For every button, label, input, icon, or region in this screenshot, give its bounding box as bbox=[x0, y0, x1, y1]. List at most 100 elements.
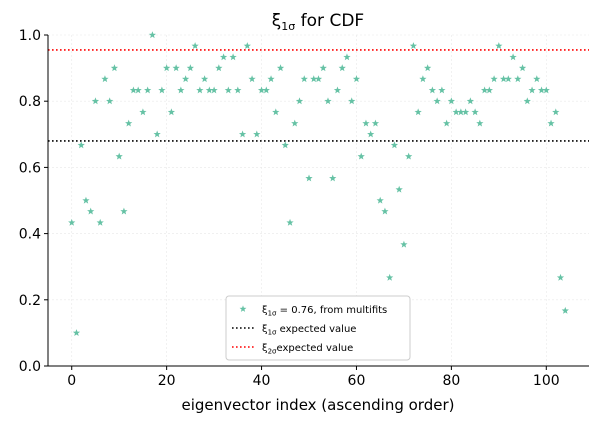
data-point bbox=[172, 64, 180, 72]
legend-label: ξ1σ expected value bbox=[262, 324, 356, 337]
data-point bbox=[480, 86, 489, 94]
data-point bbox=[514, 75, 522, 83]
data-point bbox=[281, 141, 289, 149]
data-point bbox=[419, 75, 427, 83]
reference-lines bbox=[48, 49, 589, 142]
data-point bbox=[163, 64, 171, 72]
y-tick-label: 0.0 bbox=[19, 359, 41, 375]
data-point bbox=[200, 75, 209, 83]
data-point bbox=[129, 86, 138, 94]
data-point bbox=[556, 273, 565, 281]
data-point bbox=[272, 108, 280, 116]
data-point bbox=[106, 97, 114, 105]
data-point bbox=[343, 53, 351, 61]
legend-label: ξ1σ = 0.76, from multifits bbox=[262, 305, 387, 318]
data-point bbox=[101, 75, 109, 83]
data-point bbox=[466, 97, 474, 105]
y-ticks: 0.0 0.2 0.4 0.6 0.8 1.0 bbox=[19, 28, 48, 375]
data-point bbox=[68, 218, 76, 226]
data-point bbox=[367, 130, 375, 138]
data-point bbox=[405, 152, 413, 160]
data-point bbox=[400, 240, 408, 248]
data-point bbox=[376, 196, 384, 204]
data-point bbox=[457, 108, 465, 116]
data-point bbox=[182, 75, 190, 83]
data-point bbox=[319, 64, 327, 72]
data-point bbox=[267, 75, 275, 83]
data-point bbox=[134, 86, 142, 94]
data-point bbox=[452, 108, 460, 116]
data-point bbox=[495, 42, 503, 49]
data-point bbox=[224, 86, 232, 94]
data-point bbox=[215, 64, 223, 72]
data-point bbox=[533, 75, 541, 83]
data-point bbox=[324, 97, 332, 105]
data-point bbox=[82, 196, 90, 204]
data-point bbox=[144, 86, 152, 94]
data-point bbox=[120, 207, 128, 215]
data-point bbox=[234, 86, 242, 94]
x-tick-label: 80 bbox=[442, 373, 460, 389]
chart-title: ξ1σ for CDF bbox=[272, 11, 364, 33]
data-point bbox=[433, 97, 441, 105]
data-point bbox=[438, 86, 446, 94]
x-tick-label: 40 bbox=[253, 373, 271, 389]
data-point bbox=[229, 53, 237, 61]
legend-label: ξ2σexpected value bbox=[262, 343, 353, 356]
data-point bbox=[528, 86, 536, 94]
data-point bbox=[248, 75, 256, 83]
data-point bbox=[485, 86, 493, 94]
data-point bbox=[542, 86, 550, 94]
data-point bbox=[243, 42, 251, 49]
data-points bbox=[68, 31, 569, 336]
y-tick-label: 0.6 bbox=[19, 160, 41, 176]
data-point bbox=[381, 207, 389, 215]
data-point bbox=[476, 119, 484, 127]
data-point bbox=[167, 108, 175, 116]
y-tick-label: 1.0 bbox=[19, 28, 41, 44]
data-point bbox=[115, 152, 123, 160]
data-point bbox=[262, 86, 270, 94]
data-point bbox=[295, 97, 304, 105]
data-point bbox=[523, 97, 531, 105]
x-tick-label: 60 bbox=[348, 373, 366, 389]
x-tick-label: 100 bbox=[533, 373, 560, 389]
data-point bbox=[509, 53, 517, 61]
data-point bbox=[333, 86, 342, 94]
axes bbox=[47, 35, 589, 367]
data-point bbox=[177, 86, 185, 94]
data-point bbox=[276, 64, 285, 72]
data-point bbox=[110, 64, 119, 72]
grid bbox=[48, 34, 589, 367]
data-point bbox=[504, 75, 512, 83]
legend: ξ1σ = 0.76, from multifits ξ1σ expected v… bbox=[225, 295, 411, 361]
data-point bbox=[352, 75, 361, 83]
data-point bbox=[338, 64, 346, 72]
data-point bbox=[518, 64, 527, 72]
y-tick-label: 0.4 bbox=[19, 227, 41, 243]
data-point bbox=[139, 108, 147, 116]
x-tick-label: 0 bbox=[67, 373, 76, 389]
data-point bbox=[462, 108, 470, 116]
data-point bbox=[148, 31, 157, 39]
data-point bbox=[238, 130, 247, 138]
data-point bbox=[96, 218, 104, 226]
x-ticks: 0 20 40 60 80 100 bbox=[67, 366, 560, 389]
data-point bbox=[547, 119, 555, 127]
data-point bbox=[125, 119, 133, 127]
data-point bbox=[428, 86, 437, 94]
y-tick-label: 0.8 bbox=[19, 94, 41, 110]
data-point bbox=[424, 64, 432, 72]
data-point bbox=[362, 119, 370, 127]
data-point bbox=[257, 86, 266, 94]
data-point bbox=[191, 42, 199, 49]
data-point bbox=[314, 75, 323, 83]
data-point bbox=[443, 119, 451, 127]
data-point bbox=[158, 86, 166, 94]
data-point bbox=[153, 130, 161, 138]
data-point bbox=[348, 97, 356, 105]
data-point bbox=[87, 207, 95, 215]
data-point bbox=[357, 152, 365, 160]
